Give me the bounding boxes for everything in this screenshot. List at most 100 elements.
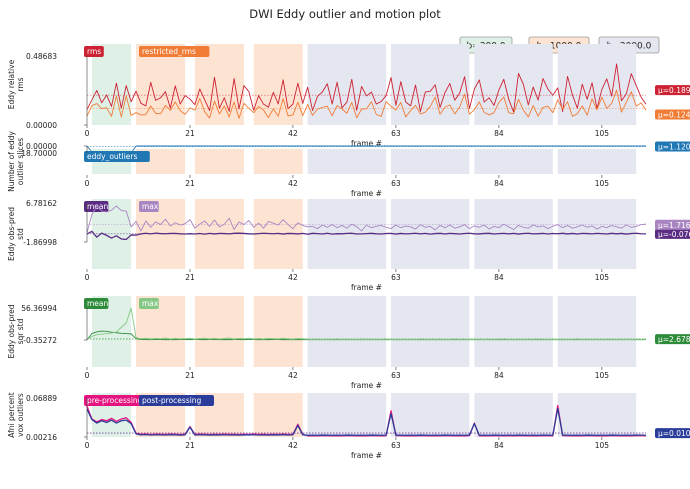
shell-band — [557, 296, 637, 367]
x-tick-label: 0 — [85, 441, 90, 450]
series-tag — [139, 298, 159, 309]
x-tick-label: 42 — [288, 129, 298, 138]
y-axis-label: Eddy obs-pred — [7, 207, 16, 261]
series-tag-label: max — [142, 202, 159, 211]
y-axis-label: Eddy obs-pred — [7, 304, 16, 358]
x-tick-label: 105 — [595, 129, 610, 138]
mean-tag — [655, 428, 690, 439]
shell-band — [136, 44, 186, 125]
shell-bands — [91, 44, 637, 125]
panel-4: -0.35272 56.36994 Eddy obs-pred sqr std 0 21 4… — [7, 296, 690, 390]
mean-tag — [655, 85, 690, 96]
mean-tag-label: μ=0.189 — [658, 86, 690, 95]
y-axis-label: vox outliers — [16, 393, 25, 437]
y-tick-label: -1.86998 — [23, 238, 57, 247]
x-tick-label: 42 — [288, 441, 298, 450]
shell-band — [91, 44, 132, 125]
shell-band — [474, 393, 553, 437]
x-axis-label: frame # — [351, 381, 382, 390]
series-line — [86, 63, 647, 113]
series-max: max μ=1.716 — [86, 201, 690, 233]
x-tick-label: 0 — [85, 179, 90, 188]
x-tick-label: 105 — [595, 371, 610, 380]
series-tag-label: restricted_rms — [142, 47, 196, 56]
y-axis-label: Afni percent — [7, 392, 16, 438]
x-tick-label: 42 — [288, 273, 298, 282]
y-tick-label: 56.36994 — [21, 304, 57, 313]
x-tick-label: 21 — [185, 273, 195, 282]
x-axis-label: frame # — [351, 283, 382, 292]
x-tick-label: 21 — [185, 129, 195, 138]
shell-band — [391, 393, 470, 437]
series-tag — [84, 395, 155, 406]
x-tick-label: 63 — [391, 441, 401, 450]
shell-bands — [91, 149, 637, 174]
y-tick-label: 0.00000 — [26, 121, 57, 130]
panel-5: 0.00216 0.06889 Afni percent vox outliers 0 2… — [7, 392, 690, 460]
series-tag-label: rms — [87, 47, 101, 56]
series-tag — [139, 46, 210, 57]
x-tick-label: 63 — [391, 273, 401, 282]
y-tick-label: 0.00000 — [26, 142, 57, 151]
x-tick-label: 63 — [391, 129, 401, 138]
y-axis-label: rms — [16, 77, 25, 91]
y-tick-label: -0.35272 — [23, 336, 57, 345]
shell-band — [474, 296, 553, 367]
y-tick-label: 0.48683 — [26, 52, 57, 61]
x-tick-label: 0 — [85, 371, 90, 380]
mean-tag-label: μ=1.120 — [658, 143, 690, 152]
x-tick-label: 63 — [391, 179, 401, 188]
mean-tag-label: μ=0.010 — [658, 429, 690, 438]
x-axis-label: frame # — [351, 139, 382, 148]
mean-tag — [655, 141, 690, 152]
series-tag — [84, 151, 150, 162]
x-tick-label: 21 — [185, 441, 195, 450]
series-eddy-outliers: eddy_outliers μ=1.120 — [84, 141, 690, 162]
mean-tag — [655, 109, 690, 120]
x-axis-label: frame # — [351, 451, 382, 460]
series-max: max — [86, 298, 647, 341]
y-axis-label: Number of eddy — [7, 131, 16, 192]
series-restricted-rms: restricted_rms μ=0.124 — [86, 46, 690, 120]
shell-band — [307, 393, 387, 437]
series-line — [86, 205, 647, 233]
series-tag — [84, 298, 109, 309]
x-tick-label: 63 — [391, 371, 401, 380]
series-tag-label: pre-processing — [87, 396, 143, 405]
shell-band — [253, 44, 303, 125]
series-tag — [84, 46, 104, 57]
shell-bands — [91, 296, 637, 367]
series-rms: rms μ=0.189 — [84, 46, 690, 113]
series-tag-label: mean — [87, 299, 109, 308]
figure-title: DWI Eddy outlier and motion plot — [249, 7, 441, 21]
shell-band — [253, 149, 303, 174]
shell-band — [391, 296, 470, 367]
shell-band — [307, 44, 387, 125]
series-tag — [139, 201, 159, 212]
shell-band — [474, 149, 553, 174]
series-line — [86, 230, 647, 241]
shell-band — [307, 296, 387, 367]
y-tick-label: 6.78162 — [26, 199, 57, 208]
y-tick-label: 0.06889 — [26, 394, 57, 403]
y-tick-label: 0.00216 — [26, 433, 57, 442]
mean-tag-label: μ=0.124 — [658, 111, 690, 120]
x-tick-label: 84 — [494, 273, 504, 282]
y-axis-label: Eddy relative — [7, 59, 16, 109]
panel-3: -1.86998 6.78162 Eddy obs-pred std 0 21 42 63 84… — [7, 199, 690, 292]
shell-band — [194, 149, 244, 174]
mean-tag-label: μ=-0.076 — [658, 230, 690, 239]
x-tick-label: 84 — [494, 371, 504, 380]
x-tick-label: 42 — [288, 179, 298, 188]
x-tick-label: 84 — [494, 129, 504, 138]
series-line — [86, 145, 646, 154]
x-tick-label: 0 — [85, 129, 90, 138]
y-tick-label: 18.70000 — [21, 149, 57, 158]
x-tick-label: 105 — [595, 179, 610, 188]
shell-band — [194, 44, 244, 125]
mean-tag — [655, 334, 690, 345]
mean-tag-label: μ=2.678 — [658, 335, 690, 344]
